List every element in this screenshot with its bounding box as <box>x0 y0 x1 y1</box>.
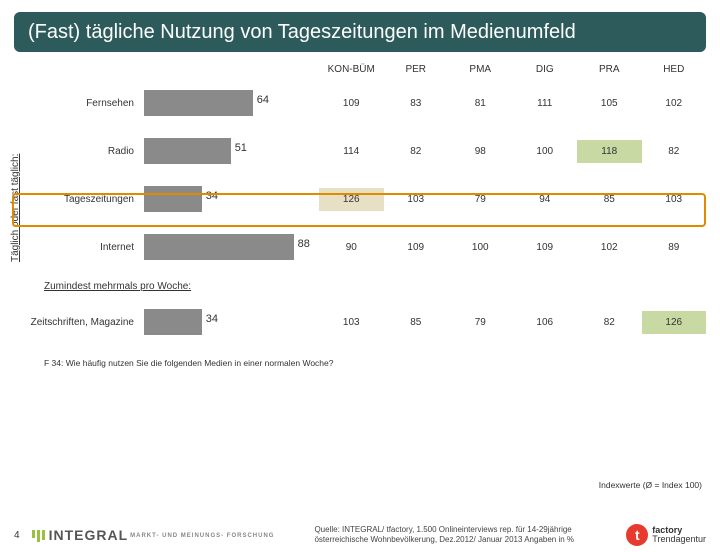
data-cells: 1098381111105102 <box>319 92 706 115</box>
bar-value: 88 <box>298 238 310 250</box>
bar <box>144 90 253 116</box>
row-label: Tageszeitungen <box>14 194 144 205</box>
row-label: Radio <box>14 146 144 157</box>
data-cell: 102 <box>577 236 642 259</box>
data-cell: 79 <box>448 188 513 211</box>
data-cell: 102 <box>642 92 707 115</box>
data-cell: 94 <box>513 188 578 211</box>
bar <box>144 234 294 260</box>
bar-area: 34 <box>144 309 319 335</box>
data-cell: 81 <box>448 92 513 115</box>
data-cell: 100 <box>513 140 578 163</box>
data-cell: 109 <box>384 236 449 259</box>
data-cell: 82 <box>384 140 449 163</box>
column-header-row: KON-BÜMPERPMADIGPRAHED <box>14 60 706 79</box>
question-footnote: F 34: Wie häufig nutzen Sie die folgende… <box>44 358 676 368</box>
row-label: Fernsehen <box>14 98 144 109</box>
bar-area: 64 <box>144 90 319 116</box>
footer: 4 INTEGRALMARKT- UND MEINUNGS- FORSCHUNG… <box>0 524 720 546</box>
rows-group-daily: Fernsehen641098381111105102Radio51114829… <box>14 79 706 271</box>
data-cell: 98 <box>448 140 513 163</box>
bar <box>144 309 202 335</box>
data-cell: 85 <box>577 188 642 211</box>
logo-integral: INTEGRALMARKT- UND MEINUNGS- FORSCHUNG <box>28 527 275 543</box>
data-cell: 79 <box>448 311 513 334</box>
data-row: Internet889010910010910289 <box>14 223 706 271</box>
bar <box>144 186 202 212</box>
data-cell: 100 <box>448 236 513 259</box>
page-number: 4 <box>14 530 20 541</box>
column-header: KON-BÜM <box>319 60 384 79</box>
content-area: KON-BÜMPERPMADIGPRAHED Täglich oder fast… <box>0 60 720 368</box>
data-cells: 114829810011882 <box>319 140 706 163</box>
column-header: PMA <box>448 60 513 79</box>
data-cells: 103857910682126 <box>319 311 706 334</box>
data-cell: 109 <box>319 92 384 115</box>
data-cell: 83 <box>384 92 449 115</box>
bar-area: 88 <box>144 234 319 260</box>
data-cells: 126103799485103 <box>319 188 706 211</box>
column-header: PRA <box>577 60 642 79</box>
bar-area: 51 <box>144 138 319 164</box>
data-cell: 105 <box>577 92 642 115</box>
rows-group-weekly: Zeitschriften, Magazine 34 103857910682126 <box>14 298 706 346</box>
data-cell: 89 <box>642 236 707 259</box>
data-row: Fernsehen 64 1098381111105102 <box>14 79 706 127</box>
page-title: (Fast) tägliche Nutzung von Tageszeitung… <box>14 12 706 52</box>
data-cell: 82 <box>577 311 642 334</box>
data-cell: 103 <box>384 188 449 211</box>
bar-value: 64 <box>257 94 269 106</box>
bar-value: 34 <box>206 313 218 325</box>
data-row: Tageszeitungen34126103799485103 <box>14 175 706 223</box>
data-cell: 118 <box>577 140 642 163</box>
data-cells: 9010910010910289 <box>319 236 706 259</box>
logo-tfactory: t factoryTrendagentur <box>626 524 706 546</box>
data-cell: 126 <box>642 311 707 334</box>
data-cell: 103 <box>319 311 384 334</box>
data-cell: 109 <box>513 236 578 259</box>
row-label: Zeitschriften, Magazine <box>14 317 144 328</box>
data-cell: 106 <box>513 311 578 334</box>
data-row: Radio51114829810011882 <box>14 127 706 175</box>
data-cell: 90 <box>319 236 384 259</box>
y-axis-label: Täglich oder fast täglich: <box>10 154 21 262</box>
bar-value: 34 <box>206 190 218 202</box>
column-header: PER <box>384 60 449 79</box>
tfactory-icon: t <box>626 524 648 546</box>
source-text: Quelle: INTEGRAL/ tfactory, 1.500 Online… <box>314 525 626 544</box>
index-note: Indexwerte (Ø = Index 100) <box>599 480 702 490</box>
data-cell: 103 <box>642 188 707 211</box>
data-cell: 82 <box>642 140 707 163</box>
data-cell: 111 <box>513 92 578 115</box>
bar <box>144 138 231 164</box>
sub-heading: Zumindest mehrmals pro Woche: <box>44 281 706 292</box>
bar-value: 51 <box>235 142 247 154</box>
column-header: HED <box>642 60 707 79</box>
row-label: Internet <box>14 242 144 253</box>
data-row: Zeitschriften, Magazine 34 103857910682126 <box>14 298 706 346</box>
data-cell: 126 <box>319 188 384 211</box>
bar-area: 34 <box>144 186 319 212</box>
data-cell: 114 <box>319 140 384 163</box>
data-cell: 85 <box>384 311 449 334</box>
column-header: DIG <box>513 60 578 79</box>
